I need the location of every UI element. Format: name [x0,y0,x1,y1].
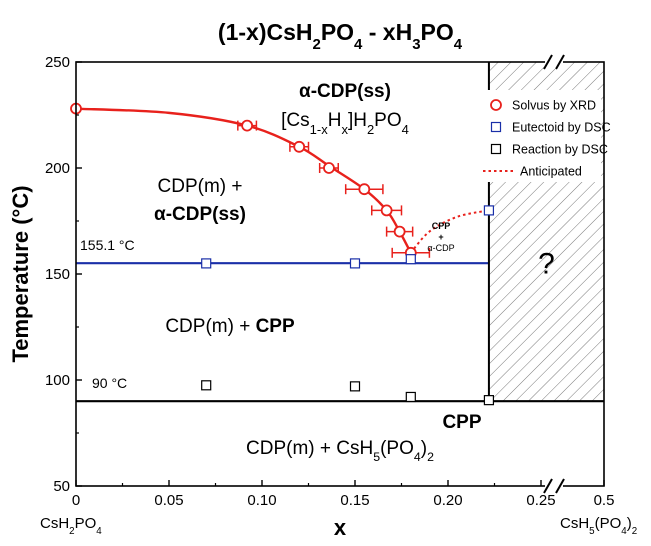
axis-break-marks [543,54,565,494]
alpha-region-label: α-CDP(ss) [299,81,391,102]
solvus-point [393,225,406,238]
y-tick-label: 100 [45,372,70,389]
legend-marker [490,121,502,133]
eutectoid-point [483,205,495,216]
legend-entry: Reaction by DSC [512,143,608,157]
unknown-region-label: ? [538,247,555,280]
legend: Solvus by XRD Eutectoid by DSC Reaction by… [477,90,611,182]
legend-entry: Eutectoid by DSC [512,121,611,135]
x-tick-label: 0.05 [154,492,183,509]
cpp-label: CPP [442,412,481,433]
small-alpha-label: α-CDP [427,243,454,253]
x-tick-label: 0.20 [433,492,462,509]
eutectoid-temp-label: 155.1 °C [80,237,135,253]
solvus-point [241,119,254,132]
region-cdp-cpp-part2: CPP [256,316,295,337]
legend-entry: Anticipated [520,165,582,179]
small-cpp-label: CPP [432,221,451,231]
solvus-point [380,204,393,217]
y-tick-label: 150 [45,266,70,283]
region-bottom-label: CDP(m) + CsH5(PO4)2 [246,438,434,464]
data-marks [70,102,495,406]
reaction-temp-label: 90 °C [92,375,127,391]
reaction-point [405,391,416,403]
eutectoid-point [201,258,212,269]
left-end-label: CsH2PO4 [40,515,102,537]
x-tick-label: 0.15 [340,492,369,509]
axis-ticks: 0 0.05 0.10 0.15 0.20 0.25 0.5 50 100 150 200 250 [45,54,614,509]
solvus-point [358,183,371,196]
reaction-point [349,381,361,392]
alpha-formula-label: [Cs1-xHx]H2PO4 [281,110,409,137]
region-cdp-alpha-line2: α-CDP(ss) [154,204,246,225]
y-axis-title: Temperature (°C) [8,185,33,362]
region-cdp-cpp-label: CDP(m) + CPP [165,316,295,337]
y-tick-label: 250 [45,54,70,71]
x-tick-label: 0.5 [594,492,615,509]
chart-title: (1-x)CsH2PO4 - xH3PO4 [218,19,463,53]
break-slash [555,478,565,494]
solvus-point [293,140,306,153]
reaction-point [201,380,212,391]
legend-entry: Solvus by XRD [512,99,596,113]
solvus-point [323,162,335,174]
y-tick-label: 200 [45,160,70,177]
legend-marker [490,143,502,155]
reaction-point [483,395,495,406]
x-tick-label: 0 [72,492,80,509]
x-tick-label: 0.25 [526,492,555,509]
region-cdp-alpha-line1: CDP(m) + [158,176,243,197]
x-tick-label: 0.10 [247,492,276,509]
break-slash [543,478,553,494]
anticipated-curve [410,209,490,254]
eutectoid-point [349,258,361,269]
break-slash [543,54,553,70]
x-axis-title: x [334,515,347,540]
eutectoid-point [405,254,416,265]
right-end-label: CsH5(PO4)2 [560,515,637,537]
region-cdp-cpp-part1: CDP(m) + [165,316,255,337]
legend-marker [490,99,502,111]
small-plus-label: + [438,232,443,242]
y-tick-label: 50 [53,478,70,495]
break-slash [555,54,565,70]
